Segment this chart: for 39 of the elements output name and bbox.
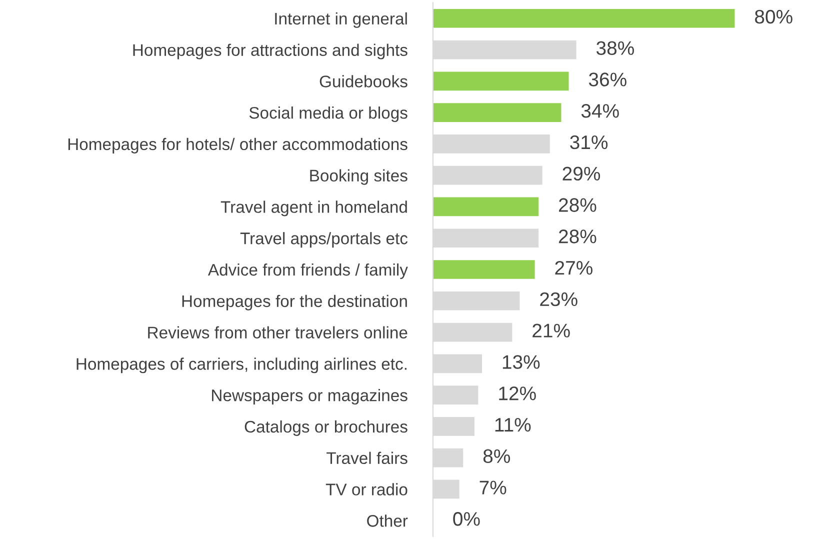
data-label: 7% <box>480 480 506 494</box>
bar <box>432 8 735 28</box>
bar <box>432 72 569 91</box>
y-tick-label: Advice from friends / family <box>208 263 408 279</box>
bar <box>432 103 562 122</box>
data-label: 28% <box>559 230 596 244</box>
y-tick-label: Internet in general <box>275 12 407 28</box>
y-tick-label: Catalogs or brochures <box>244 420 408 436</box>
data-label: 80% <box>755 10 792 24</box>
data-label: 28% <box>559 198 596 212</box>
data-label: 27% <box>555 260 592 275</box>
data-label: 21% <box>532 324 570 338</box>
data-label: 13% <box>502 355 540 369</box>
data-label: 31% <box>570 135 608 150</box>
y-tick-label: Travel apps/portals etc <box>240 232 408 248</box>
y-tick-label: Homepages for the destination <box>182 294 407 310</box>
y-tick-label: Newspapers or magazines <box>212 389 408 405</box>
y-tick-label: Guidebooks <box>320 75 408 88</box>
y-tick-label: TV or radio <box>326 483 408 496</box>
data-label: 38% <box>596 41 634 55</box>
data-label: 23% <box>540 292 578 306</box>
data-label: 11% <box>495 418 531 432</box>
y-tick-label: Booking sites <box>310 169 408 185</box>
y-tick-label: Homepages for hotels/ other accommodations <box>68 138 408 154</box>
y-tick-label: Social media or blogs <box>249 106 408 122</box>
data-label: 36% <box>588 72 626 86</box>
y-tick-label: Reviews from other travelers online <box>148 326 408 338</box>
y-tick-label: Travel fairs <box>326 452 408 464</box>
bar <box>432 260 535 279</box>
data-label: 8% <box>483 449 510 464</box>
bar <box>432 197 539 216</box>
data-label: 0% <box>453 512 480 526</box>
y-tick-label: Travel agent in homeland <box>220 200 407 216</box>
y-tick-label: Homepages for attractions and sights <box>133 44 408 60</box>
y-tick-label: Homepages of carriers, including airlines etc. <box>76 358 406 374</box>
y-tick-label: Other <box>367 514 408 527</box>
data-label: 12% <box>499 386 536 400</box>
data-label: 34% <box>581 104 619 118</box>
data-label: 29% <box>562 166 600 181</box>
